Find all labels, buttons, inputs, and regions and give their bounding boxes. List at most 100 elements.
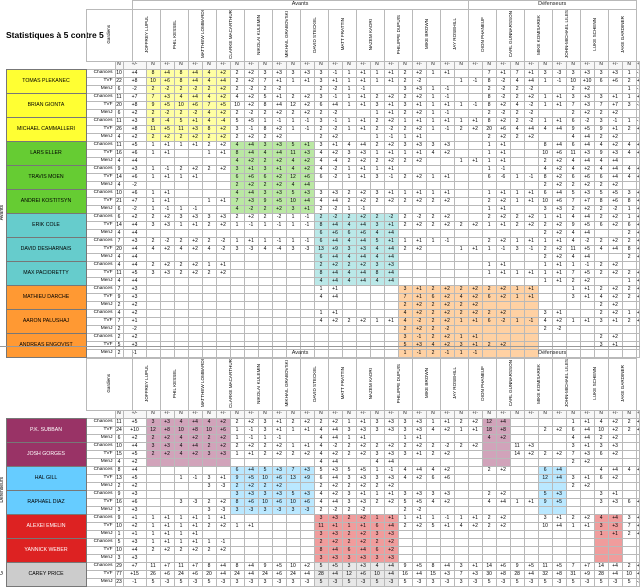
player-name: RAPHAEL DIAZ: [5, 489, 87, 515]
stat-cell: 6: [481, 316, 497, 326]
stat-cell: 3: [369, 172, 385, 182]
stat-cell: [551, 537, 567, 547]
stat-cell: [215, 300, 231, 310]
stat-cell: 2: [453, 441, 469, 451]
stat-cell: +1: [551, 513, 567, 523]
stat-cell: 6: [369, 545, 385, 555]
stat-cell: 1: [369, 316, 385, 326]
stat-cell: 3: [397, 449, 413, 459]
stat-cell: +1: [635, 513, 640, 523]
stat-cell: 6: [593, 172, 609, 182]
stat-cell: [635, 348, 640, 358]
stat-cell: 2: [341, 316, 357, 326]
stat-cell: 4: [565, 433, 581, 443]
stat-cell: [537, 537, 553, 547]
stat-cell: +2: [579, 481, 595, 491]
stat-cell: 2: [481, 521, 497, 531]
stat-cell: 2: [145, 212, 161, 222]
stat-cell: -1: [243, 220, 259, 230]
stat-cell: +1: [439, 68, 455, 78]
stat-cell: -1: [299, 116, 315, 126]
stat-cell: 1: [201, 260, 217, 270]
stat-cell: +7: [579, 561, 595, 571]
stat-cell: [383, 180, 399, 190]
stat-cell: +1: [355, 489, 371, 499]
stat-cell: [453, 68, 469, 78]
stat-cell: 7: [565, 100, 581, 110]
stat-cell: -1: [243, 433, 259, 443]
metric-label: Chances: [85, 164, 116, 174]
stat-cell: [271, 545, 287, 555]
stat-cell: 1: [537, 260, 553, 270]
stat-cell: +4: [579, 433, 595, 443]
stat-cell: +6: [159, 569, 175, 579]
stat-cell: [173, 505, 189, 515]
column-header-label: CLARKE MACARTHUR: [227, 10, 233, 59]
metric-label: TVF: [85, 473, 116, 483]
stat-cell: -2: [523, 108, 539, 118]
stat-cell: +2: [187, 449, 203, 459]
group-title-defenseurs: Défenseurs: [467, 0, 637, 10]
stat-cell: [229, 513, 245, 523]
stat-cell: [159, 473, 175, 483]
stat-cell: 20: [481, 124, 497, 134]
stat-cell: 24: [285, 569, 301, 579]
stat-cell: -1: [523, 244, 539, 254]
stat-cell: [467, 497, 483, 507]
stat-cell: +2: [607, 132, 623, 142]
stat-cell: [145, 481, 161, 491]
player-name: CAREY PRICE: [5, 561, 87, 587]
subheader-cell: +/-: [299, 60, 315, 70]
stat-cell: [495, 505, 511, 515]
stat-cell: +4: [579, 140, 595, 150]
stat-cell: 3: [537, 204, 553, 214]
stat-cell: [243, 537, 259, 547]
stat-cell: 2: [481, 465, 497, 475]
stat-cell: [159, 300, 175, 310]
table-row: MenJ 6 +2 2 +2 4 +2 2 +2 1 -1 1 -1 4 +4 1 +1 1 +1 4 +2 4 +4 2 +2: [0, 433, 640, 443]
stat-cell: [481, 300, 497, 310]
stat-cell: 2: [145, 108, 161, 118]
stat-cell: -1: [122, 577, 147, 587]
stat-cell: [173, 457, 189, 467]
stat-cell: +2: [439, 212, 455, 222]
stat-cell: +6: [607, 196, 623, 206]
stat-cell: 2: [397, 108, 413, 118]
stat-cell: +3: [243, 196, 259, 206]
stat-cell: 7: [565, 268, 581, 278]
stat-cell: +2: [467, 220, 483, 230]
stat-cell: +2: [467, 521, 483, 531]
stat-cell: 3: [257, 489, 273, 499]
stat-cell: 3: [593, 68, 609, 78]
stat-cell: +4: [439, 561, 455, 571]
stat-cell: +5: [215, 100, 231, 110]
stat-cell: 10: [257, 497, 273, 507]
stat-cell: +1: [635, 92, 640, 102]
stat-cell: +4: [122, 252, 147, 262]
subheader-cell: N: [285, 409, 301, 419]
stat-cell: 1: [173, 172, 189, 182]
stat-cell: 1: [565, 284, 581, 294]
stat-cell: 6: [313, 252, 329, 262]
stat-cell: [299, 481, 315, 491]
stat-cell: 3: [593, 521, 609, 531]
stat-cell: 10: [285, 196, 301, 206]
stat-cell: 3: [593, 441, 609, 451]
table-row: YANNICK WEBER Chances 5 +3 1 +1 1 +1 1 -1 2 +2 2 +2 2 +…: [0, 537, 640, 563]
stat-cell: +1: [327, 76, 343, 86]
subheader-cell: N: [341, 409, 357, 419]
stat-cell: 5: [114, 537, 124, 547]
stat-cell: 2: [313, 132, 329, 142]
stat-cell: [495, 276, 511, 286]
metric-label: TVF: [85, 497, 116, 507]
stat-cell: 3: [313, 116, 329, 126]
stat-cell: +3: [122, 292, 147, 302]
stat-cell: +1: [495, 220, 511, 230]
stat-cell: [453, 489, 469, 499]
stat-cell: 5: [341, 577, 357, 587]
stat-cell: 10: [114, 545, 124, 555]
stat-cell: 2: [593, 308, 609, 318]
stat-cell: +1: [411, 292, 427, 302]
stat-cell: +2: [467, 300, 483, 310]
stat-cell: 1: [341, 433, 357, 443]
